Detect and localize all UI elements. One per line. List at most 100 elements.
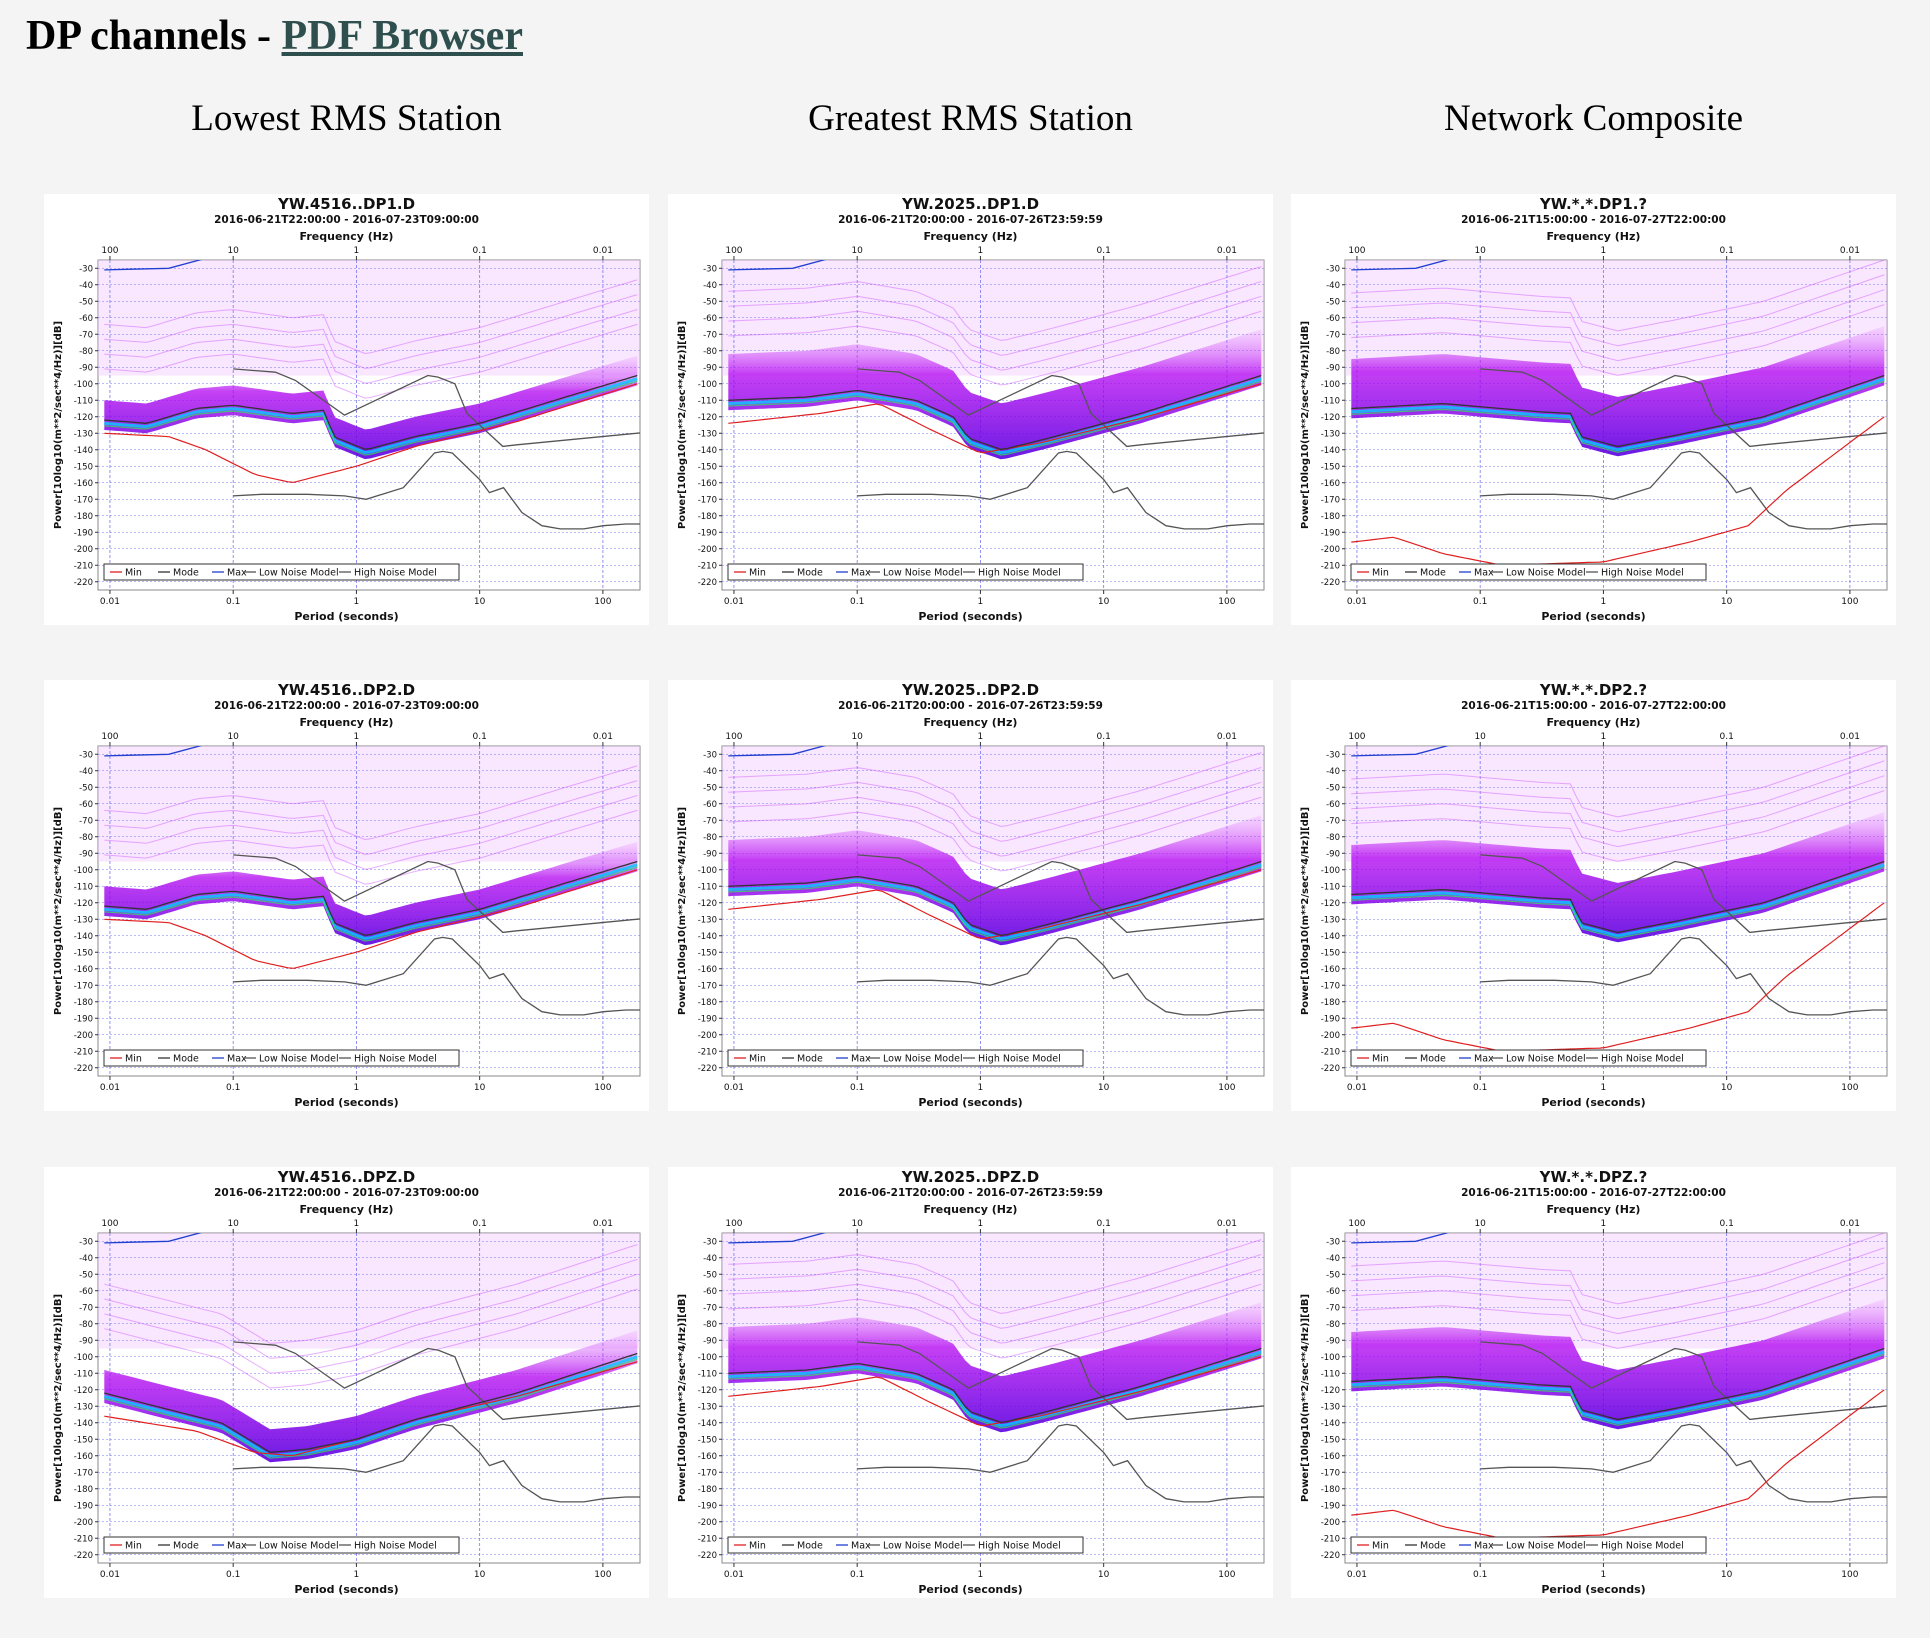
y-tick-label: -100 xyxy=(698,1353,717,1363)
high-noise-model-line xyxy=(233,368,640,448)
y-tick-label: -120 xyxy=(1321,899,1340,909)
y-tick-label: -80 xyxy=(1326,347,1340,357)
period-axis-label: Period (seconds) xyxy=(294,1583,398,1596)
pdf-browser-link[interactable]: PDF Browser xyxy=(281,13,523,59)
y-tick-label: -40 xyxy=(1326,1254,1340,1264)
pdf-spread-line xyxy=(1351,775,1885,848)
x-tick-label: 0.01 xyxy=(1347,1083,1367,1093)
x2-tick-label: 100 xyxy=(1348,732,1365,742)
y-tick-label: -70 xyxy=(79,816,93,826)
x2-tick-label: 10 xyxy=(227,1219,239,1229)
y-tick-label: -160 xyxy=(1321,479,1340,489)
y-tick-label: -120 xyxy=(74,413,93,423)
x-tick-label: 0.1 xyxy=(850,1570,864,1580)
period-axis-label: Period (seconds) xyxy=(294,610,398,623)
frequency-axis-label: Frequency (Hz) xyxy=(300,716,394,729)
y-tick-label: -140 xyxy=(698,932,717,942)
y-tick-label: -50 xyxy=(79,297,93,307)
mode-line xyxy=(728,860,1262,936)
y-tick-label: -40 xyxy=(703,1254,717,1264)
y-tick-label: -180 xyxy=(698,998,717,1008)
period-axis-label: Period (seconds) xyxy=(1541,610,1645,623)
x-tick-label: 100 xyxy=(1841,1570,1858,1580)
pdf-spread-line xyxy=(104,1244,638,1344)
y-tick-label: -110 xyxy=(74,1369,93,1379)
min-line xyxy=(1351,902,1885,1052)
y-tick-label: -90 xyxy=(703,849,717,859)
frequency-axis-label: Frequency (Hz) xyxy=(924,716,1018,729)
legend-label: Mode xyxy=(173,1054,199,1065)
legend-label: High Noise Model xyxy=(354,1054,437,1065)
max-line xyxy=(728,260,826,271)
y-tick-label: -150 xyxy=(1321,462,1340,472)
pdf-plot-panel[interactable]: YW.*.*.DP1.? 2016-06-21T15:00:00 - 2016-0… xyxy=(1291,194,1896,625)
y-tick-label: -40 xyxy=(1326,767,1340,777)
legend-label: Max xyxy=(227,1541,247,1552)
x2-tick-label: 1 xyxy=(354,732,360,742)
y-tick-label: -160 xyxy=(698,1452,717,1462)
mode-line xyxy=(104,1352,638,1453)
x-tick-label: 100 xyxy=(1218,597,1235,607)
y-tick-label: -140 xyxy=(1321,1419,1340,1429)
y-tick-label: -120 xyxy=(74,1386,93,1396)
pdf-plot-panel[interactable]: YW.4516..DP2.D 2016-06-21T22:00:00 - 2016… xyxy=(44,680,649,1111)
y-tick-label: -50 xyxy=(79,783,93,793)
x-tick-label: 0.01 xyxy=(100,597,120,607)
pdf-plot-panel[interactable]: YW.*.*.DPZ.? 2016-06-21T15:00:00 - 2016-0… xyxy=(1291,1167,1896,1598)
min-line xyxy=(1351,1389,1885,1539)
pdf-spread-line xyxy=(728,1239,1262,1314)
pdf-plot-panel[interactable]: YW.2025..DP1.D 2016-06-21T20:00:00 - 2016… xyxy=(668,194,1273,625)
x-tick-label: 10 xyxy=(1721,1570,1733,1580)
y-tick-label: -110 xyxy=(1321,882,1340,892)
y-tick-label: -180 xyxy=(1321,512,1340,522)
y-tick-label: -170 xyxy=(74,495,93,505)
y-tick-label: -100 xyxy=(698,866,717,876)
power-axis-label: Power[10log10(m**2/sec**4/Hz)][dB] xyxy=(677,1294,688,1502)
y-tick-label: -120 xyxy=(698,413,717,423)
chart-title: YW.2025..DPZ.D xyxy=(901,1168,1040,1186)
y-tick-label: -200 xyxy=(1321,545,1340,555)
pdf-plot-panel[interactable]: YW.2025..DP2.D 2016-06-21T20:00:00 - 2016… xyxy=(668,680,1273,1111)
pdf-peak-ridge xyxy=(104,380,638,456)
pdf-spread-line xyxy=(728,796,1262,872)
pdf-plot-panel[interactable]: YW.4516..DPZ.D 2016-06-21T22:00:00 - 2016… xyxy=(44,1167,649,1598)
y-tick-label: -220 xyxy=(74,1551,93,1561)
low-noise-model-line xyxy=(1480,936,1887,1016)
chart-title: YW.*.*.DP2.? xyxy=(1539,681,1647,699)
y-tick-label: -210 xyxy=(74,561,93,571)
y-tick-label: -80 xyxy=(79,833,93,843)
y-tick-label: -110 xyxy=(1321,396,1340,406)
frequency-axis-label: Frequency (Hz) xyxy=(1547,716,1641,729)
y-tick-label: -210 xyxy=(1321,1047,1340,1057)
x-tick-label: 1 xyxy=(978,597,984,607)
y-tick-label: -30 xyxy=(79,1237,93,1247)
pdf-plot-panel[interactable]: YW.*.*.DP2.? 2016-06-21T15:00:00 - 2016-0… xyxy=(1291,680,1896,1111)
x-tick-label: 10 xyxy=(1721,597,1733,607)
pdf-plot-panel[interactable]: YW.2025..DPZ.D 2016-06-21T20:00:00 - 2016… xyxy=(668,1167,1273,1598)
column-heading-network-composite: Network Composite xyxy=(1443,98,1744,139)
max-line xyxy=(104,746,202,757)
pdf-spread-line xyxy=(104,1273,638,1374)
x-tick-label: 1 xyxy=(978,1570,984,1580)
pdf-spread-line xyxy=(1351,289,1885,362)
legend-label: Min xyxy=(749,1541,766,1552)
y-tick-label: -170 xyxy=(698,1468,717,1478)
pdf-plot-panel[interactable]: YW.4516..DP1.D 2016-06-21T22:00:00 - 2016… xyxy=(44,194,649,625)
power-axis-label: Power[10log10(m**2/sec**4/Hz)][dB] xyxy=(1300,321,1311,529)
pdf-spread-line xyxy=(1351,1233,1885,1305)
legend-label: High Noise Model xyxy=(354,1541,437,1552)
y-tick-label: -70 xyxy=(1326,816,1340,826)
legend-label: Min xyxy=(1372,1054,1389,1065)
legend: Min Mode Max Low Noise Model High Noise Mode… xyxy=(103,563,460,581)
y-tick-label: -190 xyxy=(74,1501,93,1511)
y-tick-label: -170 xyxy=(698,495,717,505)
y-tick-label: -150 xyxy=(1321,1435,1340,1445)
y-tick-label: -140 xyxy=(1321,932,1340,942)
high-noise-model-line xyxy=(233,1341,640,1421)
pdf-peak-ridge xyxy=(103,1355,638,1458)
legend-box xyxy=(1350,563,1707,581)
legend: Min Mode Max Low Noise Model High Noise Mode… xyxy=(103,1049,460,1067)
pdf-spread-line xyxy=(728,1283,1262,1359)
x2-tick-label: 100 xyxy=(1348,1219,1365,1229)
y-tick-label: -140 xyxy=(74,446,93,456)
